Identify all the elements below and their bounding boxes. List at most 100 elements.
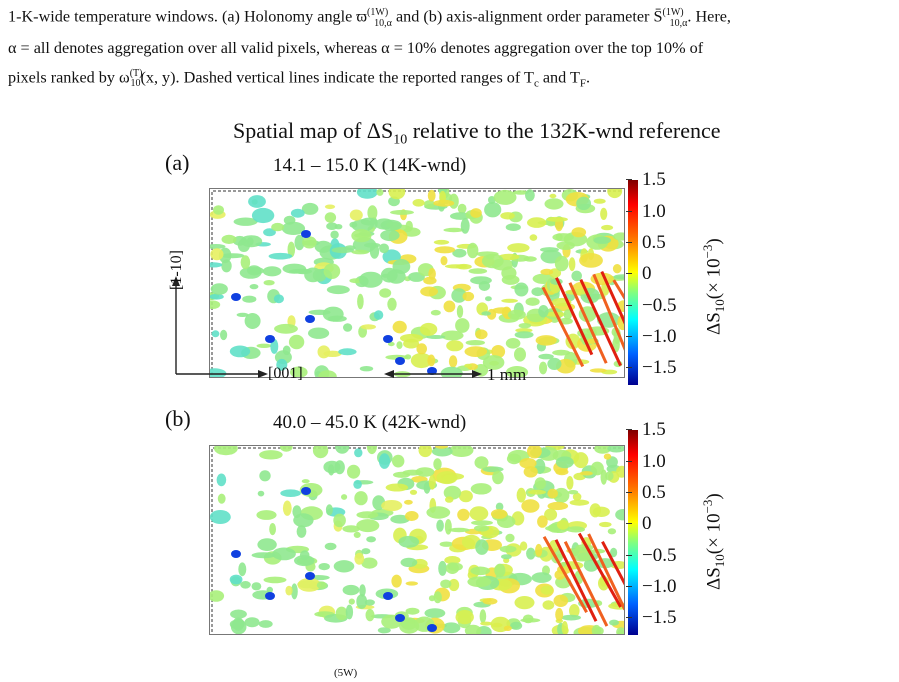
heatmap-hot-streak	[579, 279, 622, 367]
heatmap-blob	[251, 582, 262, 591]
heatmap-blob	[388, 189, 406, 200]
heatmap-blob	[379, 288, 392, 298]
heatmap-blob	[217, 493, 226, 504]
heatmap-blob	[514, 347, 526, 362]
heatmap-blob	[233, 217, 258, 226]
heatmap-blob	[440, 579, 452, 589]
heatmap-blob	[552, 349, 571, 356]
heatmap-blob	[569, 604, 580, 618]
heatmap-blob	[405, 581, 418, 586]
heatmap-blob	[268, 252, 293, 260]
heatmap-blob	[579, 471, 594, 476]
heatmap-blob	[377, 627, 391, 634]
heatmap-blob	[387, 341, 395, 347]
heatmap-blob	[353, 479, 362, 489]
heatmap-blob	[531, 572, 552, 583]
heatmap-blob	[448, 355, 458, 368]
heatmap-blob	[210, 368, 227, 377]
heatmap-blob	[615, 509, 624, 521]
heatmap-blob	[563, 309, 572, 320]
heatmap-blob	[269, 523, 276, 536]
heatmap-blob	[351, 249, 369, 255]
heatmap-blob	[443, 227, 465, 233]
heatmap-blob	[259, 450, 283, 460]
heatmap-blob	[464, 346, 488, 357]
heatmap-blob	[427, 189, 436, 202]
heatmap-blob	[514, 331, 534, 339]
heatmap-blob	[561, 621, 568, 634]
heatmap-blob	[486, 308, 497, 320]
heatmap-blob	[549, 193, 557, 199]
heatmap-blob	[452, 248, 467, 258]
heatmap-hot-streak	[555, 277, 594, 356]
heatmap-blob	[490, 509, 508, 519]
heatmap-blob	[351, 229, 372, 243]
heatmap-blob	[412, 199, 425, 207]
heatmap-blob	[379, 243, 389, 254]
heatmap-blob	[221, 259, 232, 273]
panel-b-colorbar-label: ΔS10(× 10−3)	[700, 493, 728, 590]
heatmap-blob	[538, 305, 549, 318]
heatmap-blob	[213, 446, 238, 456]
heatmap-blob	[308, 327, 330, 339]
heatmap-blob	[341, 494, 348, 500]
heatmap-blob	[276, 358, 288, 371]
panel-a-subtitle: 14.1 – 15.0 K (14K-wnd)	[273, 155, 467, 176]
heatmap-blob	[296, 525, 307, 538]
heatmap-blob	[380, 219, 402, 231]
heatmap-blob	[221, 234, 237, 244]
caption-line-2: α = all denotes aggregation over all val…	[8, 38, 704, 57]
heatmap-blob	[257, 490, 265, 497]
heatmap-blob	[433, 199, 455, 207]
heatmap-blob	[605, 471, 614, 481]
heatmap-blob	[464, 363, 473, 368]
heatmap-blob	[579, 253, 603, 268]
heatmap-blob	[555, 468, 569, 476]
heatmap-blob	[494, 563, 506, 578]
heatmap-blob	[230, 609, 247, 619]
heatmap-blob	[353, 531, 361, 538]
heatmap-blob	[290, 366, 308, 377]
heatmap-blob	[510, 621, 523, 630]
heatmap-blob	[258, 620, 273, 628]
heatmap-blob	[210, 244, 226, 249]
heatmap-blob	[555, 233, 563, 241]
heatmap-hot-streak	[542, 536, 588, 613]
heatmap-blob	[442, 622, 461, 634]
heatmap-blob	[493, 189, 517, 205]
heatmap-blob	[248, 195, 266, 208]
heatmap-blob	[426, 506, 451, 519]
heatmap-blob	[470, 483, 492, 495]
heatmap-blob	[547, 501, 569, 511]
heatmap-blob	[361, 548, 371, 555]
heatmap-blob	[495, 502, 504, 511]
heatmap-blob	[554, 255, 569, 272]
heatmap-blob	[525, 297, 540, 306]
heatmap-blob	[358, 271, 383, 288]
heatmap-blob	[342, 525, 360, 533]
heatmap-blob	[571, 227, 587, 238]
heatmap-blob	[433, 239, 450, 245]
heatmap-blob	[301, 479, 310, 484]
panel-b-colorbar	[628, 430, 638, 635]
figure-title: Spatial map of ΔS10 relative to the 132K…	[233, 118, 721, 148]
heatmap-blob	[501, 266, 517, 280]
heatmap-blob	[542, 600, 555, 610]
heatmap-blob	[500, 212, 515, 220]
heatmap-blob	[499, 545, 517, 553]
heatmap-blob	[361, 557, 378, 569]
heatmap-blob	[568, 257, 576, 272]
heatmap-blob	[538, 353, 554, 360]
heatmap-blob	[257, 538, 277, 551]
heatmap-blob	[294, 234, 305, 251]
heatmap-blob	[457, 203, 467, 214]
heatmap-blob	[443, 485, 462, 500]
heatmap-blob	[347, 464, 361, 479]
heatmap-blob	[240, 235, 263, 248]
heatmap-blob	[555, 456, 574, 469]
heatmap-blob	[481, 253, 504, 269]
dashed-frame	[211, 447, 622, 632]
heatmap-blob	[492, 470, 504, 485]
heatmap-blob	[426, 335, 446, 339]
heatmap-blob	[294, 555, 315, 567]
